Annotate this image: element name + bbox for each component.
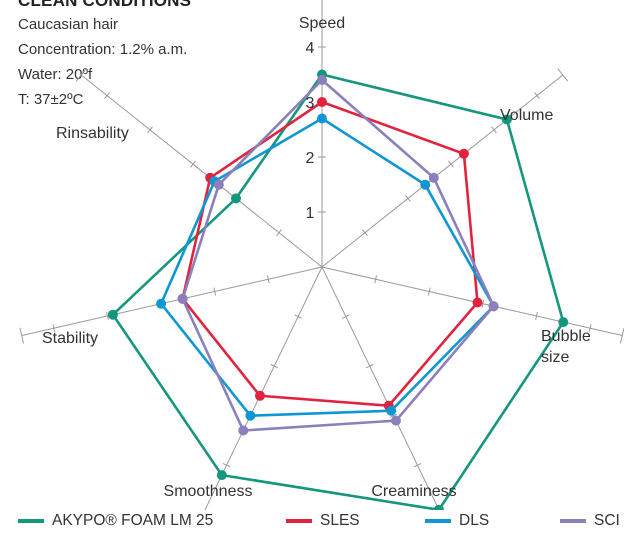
axis-creaminess <box>321 266 440 510</box>
data-point-akypo-foam-lm-25-rinsability <box>231 193 241 204</box>
series-line-sci <box>181 78 496 432</box>
tick-mark-rinsability-1 <box>276 229 282 237</box>
legend-item-sci: SCI <box>560 512 620 530</box>
tick-mark-volume-2 <box>405 194 411 202</box>
tick-mark-smoothness-4 <box>222 463 231 468</box>
scale-label-3: 3 <box>306 95 315 112</box>
tick-mark-bubble-size-2 <box>427 287 431 296</box>
data-point-akypo-foam-lm-25-volume <box>501 114 512 125</box>
axis-end-cap-rinsability <box>75 68 87 82</box>
tick-mark-smoothness-1 <box>294 314 302 319</box>
tick-mark-rinsability-3 <box>190 160 196 168</box>
axis-end-cap-volume <box>557 68 569 82</box>
tick-mark-creaminess-1 <box>342 314 350 319</box>
data-point-sci-speed <box>317 75 327 85</box>
data-point-sles-speed <box>317 97 327 107</box>
tick-mark-bubble-size-3 <box>481 299 485 308</box>
scale-label-2: 2 <box>306 150 315 167</box>
tick-mark-creaminess-2 <box>365 363 374 369</box>
axis-end-cap-bubble-size <box>620 327 624 344</box>
axis-stability <box>21 266 323 337</box>
tick-mark-volume-5 <box>534 92 540 99</box>
legend-item-dls: DLS <box>425 512 489 530</box>
axis-label-creaminess: Creaminess <box>371 483 456 500</box>
scale-label-1: 1 <box>306 205 315 222</box>
legend-label-sles: SLES <box>320 512 360 529</box>
legend-item-sles: SLES <box>286 512 360 530</box>
tick-mark-creaminess-3 <box>389 413 398 418</box>
data-point-sles-volume <box>458 148 469 159</box>
legend: AKYPO® FOAM LM 25 SLES DLS SCI <box>0 512 624 536</box>
data-point-akypo-foam-lm-25-smoothness <box>216 470 227 481</box>
data-point-dls-speed <box>317 113 327 124</box>
data-point-sci-rinsability <box>213 179 224 190</box>
radar-chart: 1 2 3 4 5 Speed Volume Bubble size Creaminess Smoo… <box>19 0 624 510</box>
chart-title: CLEAN CONDITIONS <box>18 0 192 10</box>
tick-mark-bubble-size-1 <box>374 275 377 284</box>
data-point-sles-bubble-size <box>472 297 483 308</box>
legend-item-akypo: AKYPO® FOAM LM 25 <box>18 512 213 530</box>
tick-mark-bubble-size-5 <box>588 324 592 333</box>
scale-label-5: 5 <box>306 0 315 2</box>
tick-mark-stability-5 <box>52 324 56 333</box>
condition-water: Water: 20ºf <box>18 66 93 83</box>
data-point-akypo-foam-lm-25-creaminess <box>433 504 444 510</box>
axis-label-bubble-size-line-1: Bubble <box>541 328 591 345</box>
data-point-dls-volume <box>420 179 431 190</box>
tick-mark-stability-4 <box>106 311 109 320</box>
tick-mark-rinsability-4 <box>147 126 153 134</box>
legend-swatch-akypo <box>18 519 44 523</box>
data-point-akypo-foam-lm-25-stability <box>107 309 118 320</box>
tick-mark-stability-2 <box>213 287 217 296</box>
condition-hair: Caucasian hair <box>18 16 119 33</box>
data-point-dls-smoothness <box>245 410 256 421</box>
axis-label-rinsability: Rinsability <box>56 125 129 142</box>
series-line-sles <box>181 100 479 408</box>
legend-label-akypo: AKYPO® FOAM LM 25 <box>52 512 214 529</box>
tick-mark-bubble-size-4 <box>535 311 538 320</box>
axis-smoothness <box>204 266 323 510</box>
axis-label-stability: Stability <box>42 330 98 347</box>
tick-mark-volume-3 <box>448 160 454 168</box>
scale-label-4: 4 <box>306 40 315 57</box>
data-point-akypo-foam-lm-25-bubble-size <box>558 317 569 328</box>
axis-label-volume: Volume <box>500 107 553 124</box>
tick-mark-creaminess-4 <box>413 463 422 468</box>
legend-label-dls: DLS <box>459 512 490 529</box>
tick-mark-stability-1 <box>267 275 270 284</box>
axis-bubble-size <box>321 266 623 337</box>
data-point-sci-bubble-size <box>488 301 499 312</box>
data-point-sci-volume <box>428 172 439 183</box>
axis-rinsability <box>80 74 323 268</box>
axis-volume <box>321 74 564 268</box>
tick-mark-volume-4 <box>491 126 497 134</box>
data-point-dls-stability <box>156 298 167 309</box>
tick-mark-rinsability-5 <box>104 92 110 99</box>
axis-label-smoothness: Smoothness <box>164 483 253 500</box>
axis-label-speed: Speed <box>299 15 345 32</box>
legend-swatch-sci <box>560 519 586 523</box>
condition-concentration: Concentration: 1.2% a.m. <box>18 41 188 58</box>
data-point-dls-creaminess <box>386 405 397 416</box>
condition-temperature: T: 37±2ºC <box>18 91 84 108</box>
data-point-sci-creaminess <box>391 415 401 426</box>
legend-swatch-dls <box>425 519 451 523</box>
data-point-sles-smoothness <box>255 390 265 401</box>
data-point-sci-stability <box>177 293 188 304</box>
axis-label-bubble-size-line-2: size <box>541 349 570 366</box>
axis-end-cap-stability <box>19 327 24 344</box>
series-line-dls <box>159 116 496 418</box>
tick-mark-volume-1 <box>362 229 368 237</box>
tick-mark-smoothness-2 <box>270 363 279 369</box>
series-line-akypo-foam-lm-25 <box>111 73 565 510</box>
legend-swatch-sles <box>286 519 312 523</box>
data-point-sci-smoothness <box>238 425 249 436</box>
legend-label-sci: SCI <box>594 512 620 529</box>
